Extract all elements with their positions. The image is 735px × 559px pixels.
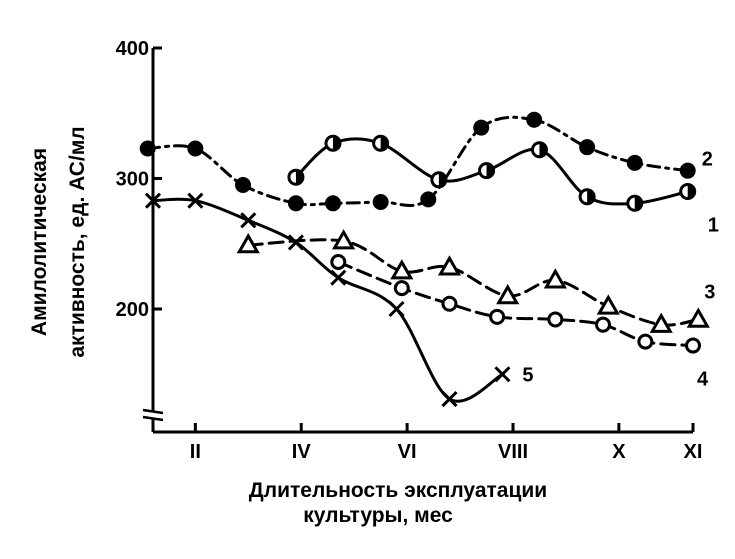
series-lines	[146, 115, 700, 403]
series-5-point-5	[330, 269, 347, 286]
series-3-point-7	[596, 294, 620, 315]
y-tick-label-300: 300	[116, 169, 149, 191]
series-3-point-3	[390, 259, 414, 280]
series-2-point-9	[526, 111, 543, 128]
series-5-point-4	[287, 234, 305, 251]
series-4-point-2	[393, 280, 410, 297]
series-3-point-1	[236, 233, 260, 254]
series-4-point-6	[595, 316, 611, 333]
axis-titles: Длительность эксплуатации культуры, мес …	[28, 126, 547, 527]
series-2-point-4	[287, 195, 304, 212]
series-2-point-12	[679, 162, 696, 179]
x-tick-label-X: X	[612, 441, 626, 463]
series-5-point-1	[144, 192, 162, 209]
series-1-point-2	[324, 134, 342, 152]
series-3-point-9	[686, 307, 710, 328]
y-axis-title-line-2: активность, ед. АС/мл	[66, 126, 89, 357]
axis-break-mark-upper	[142, 408, 164, 415]
series-1-point-1	[287, 168, 305, 186]
x-tick-label-VI: VI	[398, 441, 417, 463]
series-2-point-2	[187, 140, 204, 157]
series-2-point-8	[473, 119, 490, 136]
y-axis-title-line-1: Амилолитическая	[28, 148, 51, 336]
series-4-point-3	[441, 295, 458, 312]
series-2-point-11	[626, 154, 643, 171]
series-5-point-2	[187, 192, 204, 209]
series-1-point-3	[372, 134, 390, 152]
x-tick-label-VIII: VIII	[498, 441, 528, 463]
series-5-point-6	[388, 300, 405, 318]
ticks: 200 300 400 II IV VI VIII X XI	[116, 38, 703, 463]
series-4-point-1	[330, 254, 347, 271]
series-labels: 1 2 3 4 5	[522, 149, 718, 391]
series-5-point-8	[494, 366, 511, 383]
series-1-point-4	[430, 171, 448, 189]
series-4-point-8	[685, 337, 701, 354]
series-3-point-2	[332, 229, 356, 250]
series-5-label: 5	[522, 364, 533, 386]
x-axis-title-line-2: культуры, мес	[303, 504, 453, 527]
series-2-line	[146, 115, 690, 207]
series-4-point-4	[489, 308, 506, 325]
series-3-point-5	[496, 283, 520, 305]
series-2-point-6	[372, 193, 389, 210]
y-tick-label-200: 200	[116, 299, 149, 321]
x-axis-title-line-1: Длительность эксплуатации	[249, 479, 547, 502]
axis-break-mark-lower	[142, 415, 164, 422]
series-5-point-7	[441, 390, 458, 408]
series-3-point-4	[437, 255, 462, 276]
series-4-point-5	[547, 311, 564, 328]
y-tick-label-400: 400	[116, 38, 149, 60]
series-1-point-9	[679, 183, 697, 201]
series-5-point-3	[240, 212, 257, 229]
series-3-point-6	[543, 268, 567, 289]
series-2-point-5	[325, 195, 341, 212]
series-4-point-7	[637, 333, 654, 350]
series-1-label: 1	[708, 215, 719, 237]
series-2-point-7	[420, 191, 437, 208]
series-2-label: 2	[702, 149, 713, 171]
series-2-point-3	[235, 177, 251, 194]
series-2-point-1	[139, 140, 156, 157]
series-3-line	[246, 238, 700, 327]
series-3-point-8	[649, 312, 673, 333]
x-tick-label-II: II	[190, 441, 201, 463]
series-2-point-10	[579, 139, 596, 156]
series-markers	[139, 111, 710, 408]
series-1-point-7	[578, 188, 596, 206]
series-1-point-5	[478, 162, 496, 180]
series-1-point-8	[626, 194, 644, 212]
series-4-label: 4	[697, 369, 709, 391]
x-tick-label-XI: XI	[684, 441, 703, 463]
x-tick-label-IV: IV	[292, 441, 312, 463]
series-1-point-6	[530, 141, 548, 159]
series-3-label: 3	[704, 281, 715, 303]
axes	[142, 48, 693, 434]
